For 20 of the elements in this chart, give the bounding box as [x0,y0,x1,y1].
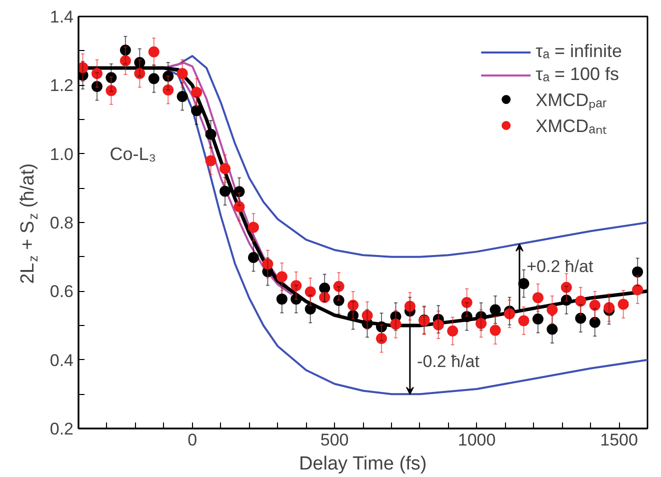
y-tick-label: 1.0 [50,144,74,164]
x-tick-label: 500 [320,430,349,450]
y-tick-label: 0.4 [50,350,74,370]
x-tick-label: 1500 [600,430,638,450]
legend-label: τₐ = 100 fs [536,64,619,85]
y-tick-label: 1.4 [50,8,74,26]
legend-label: XMCDₐₙₜ [536,115,606,137]
x-tick-label: 0 [188,430,198,450]
legend-label: XMCDₚₐᵣ [536,89,607,111]
legend-label: τₐ = infinite [536,41,622,62]
y-tick-label: 0.2 [50,420,74,438]
y-axis-title: 2Lz + Sz (ħ/at) [18,163,41,284]
annotation: +0.2 ħ/at [526,256,594,276]
annotation: Co-L₃ [110,144,156,164]
y-tick-label: 0.8 [50,214,74,232]
annotation: -0.2 ħ/at [417,352,480,372]
y-tick-label: 1.2 [50,76,74,96]
y-tick-label: 0.6 [50,282,74,302]
x-tick-label: 1000 [458,430,496,450]
x-axis-title: Delay Time (fs) [298,454,427,474]
